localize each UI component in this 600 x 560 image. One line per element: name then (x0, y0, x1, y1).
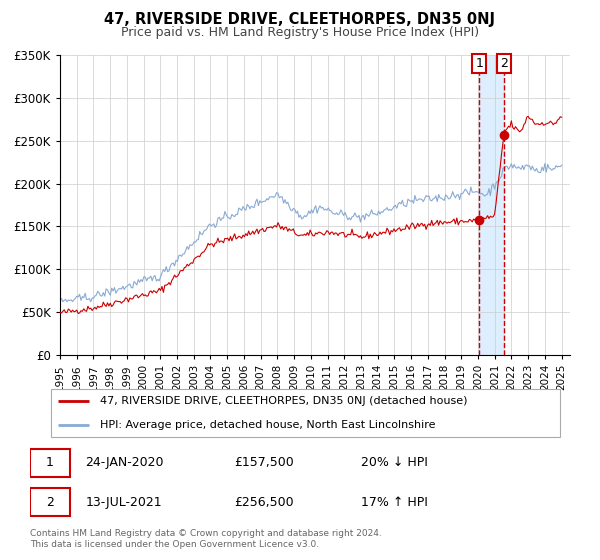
Text: 24-JAN-2020: 24-JAN-2020 (85, 456, 164, 469)
Text: 47, RIVERSIDE DRIVE, CLEETHORPES, DN35 0NJ: 47, RIVERSIDE DRIVE, CLEETHORPES, DN35 0… (104, 12, 496, 27)
Text: 1: 1 (475, 57, 483, 70)
FancyBboxPatch shape (30, 449, 70, 477)
Text: 47, RIVERSIDE DRIVE, CLEETHORPES, DN35 0NJ (detached house): 47, RIVERSIDE DRIVE, CLEETHORPES, DN35 0… (100, 396, 467, 407)
Text: £256,500: £256,500 (234, 496, 294, 508)
Text: 2: 2 (500, 57, 508, 70)
FancyBboxPatch shape (50, 389, 560, 437)
Text: 13-JUL-2021: 13-JUL-2021 (85, 496, 162, 508)
Text: 17% ↑ HPI: 17% ↑ HPI (361, 496, 428, 508)
FancyBboxPatch shape (30, 488, 70, 516)
Text: HPI: Average price, detached house, North East Lincolnshire: HPI: Average price, detached house, Nort… (100, 419, 435, 430)
Text: 1: 1 (46, 456, 54, 469)
Text: £157,500: £157,500 (234, 456, 294, 469)
Text: Contains HM Land Registry data © Crown copyright and database right 2024.
This d: Contains HM Land Registry data © Crown c… (30, 529, 382, 549)
Text: Price paid vs. HM Land Registry's House Price Index (HPI): Price paid vs. HM Land Registry's House … (121, 26, 479, 39)
Bar (479, 55, 504, 355)
Text: 2: 2 (46, 496, 54, 508)
Text: 20% ↓ HPI: 20% ↓ HPI (361, 456, 428, 469)
